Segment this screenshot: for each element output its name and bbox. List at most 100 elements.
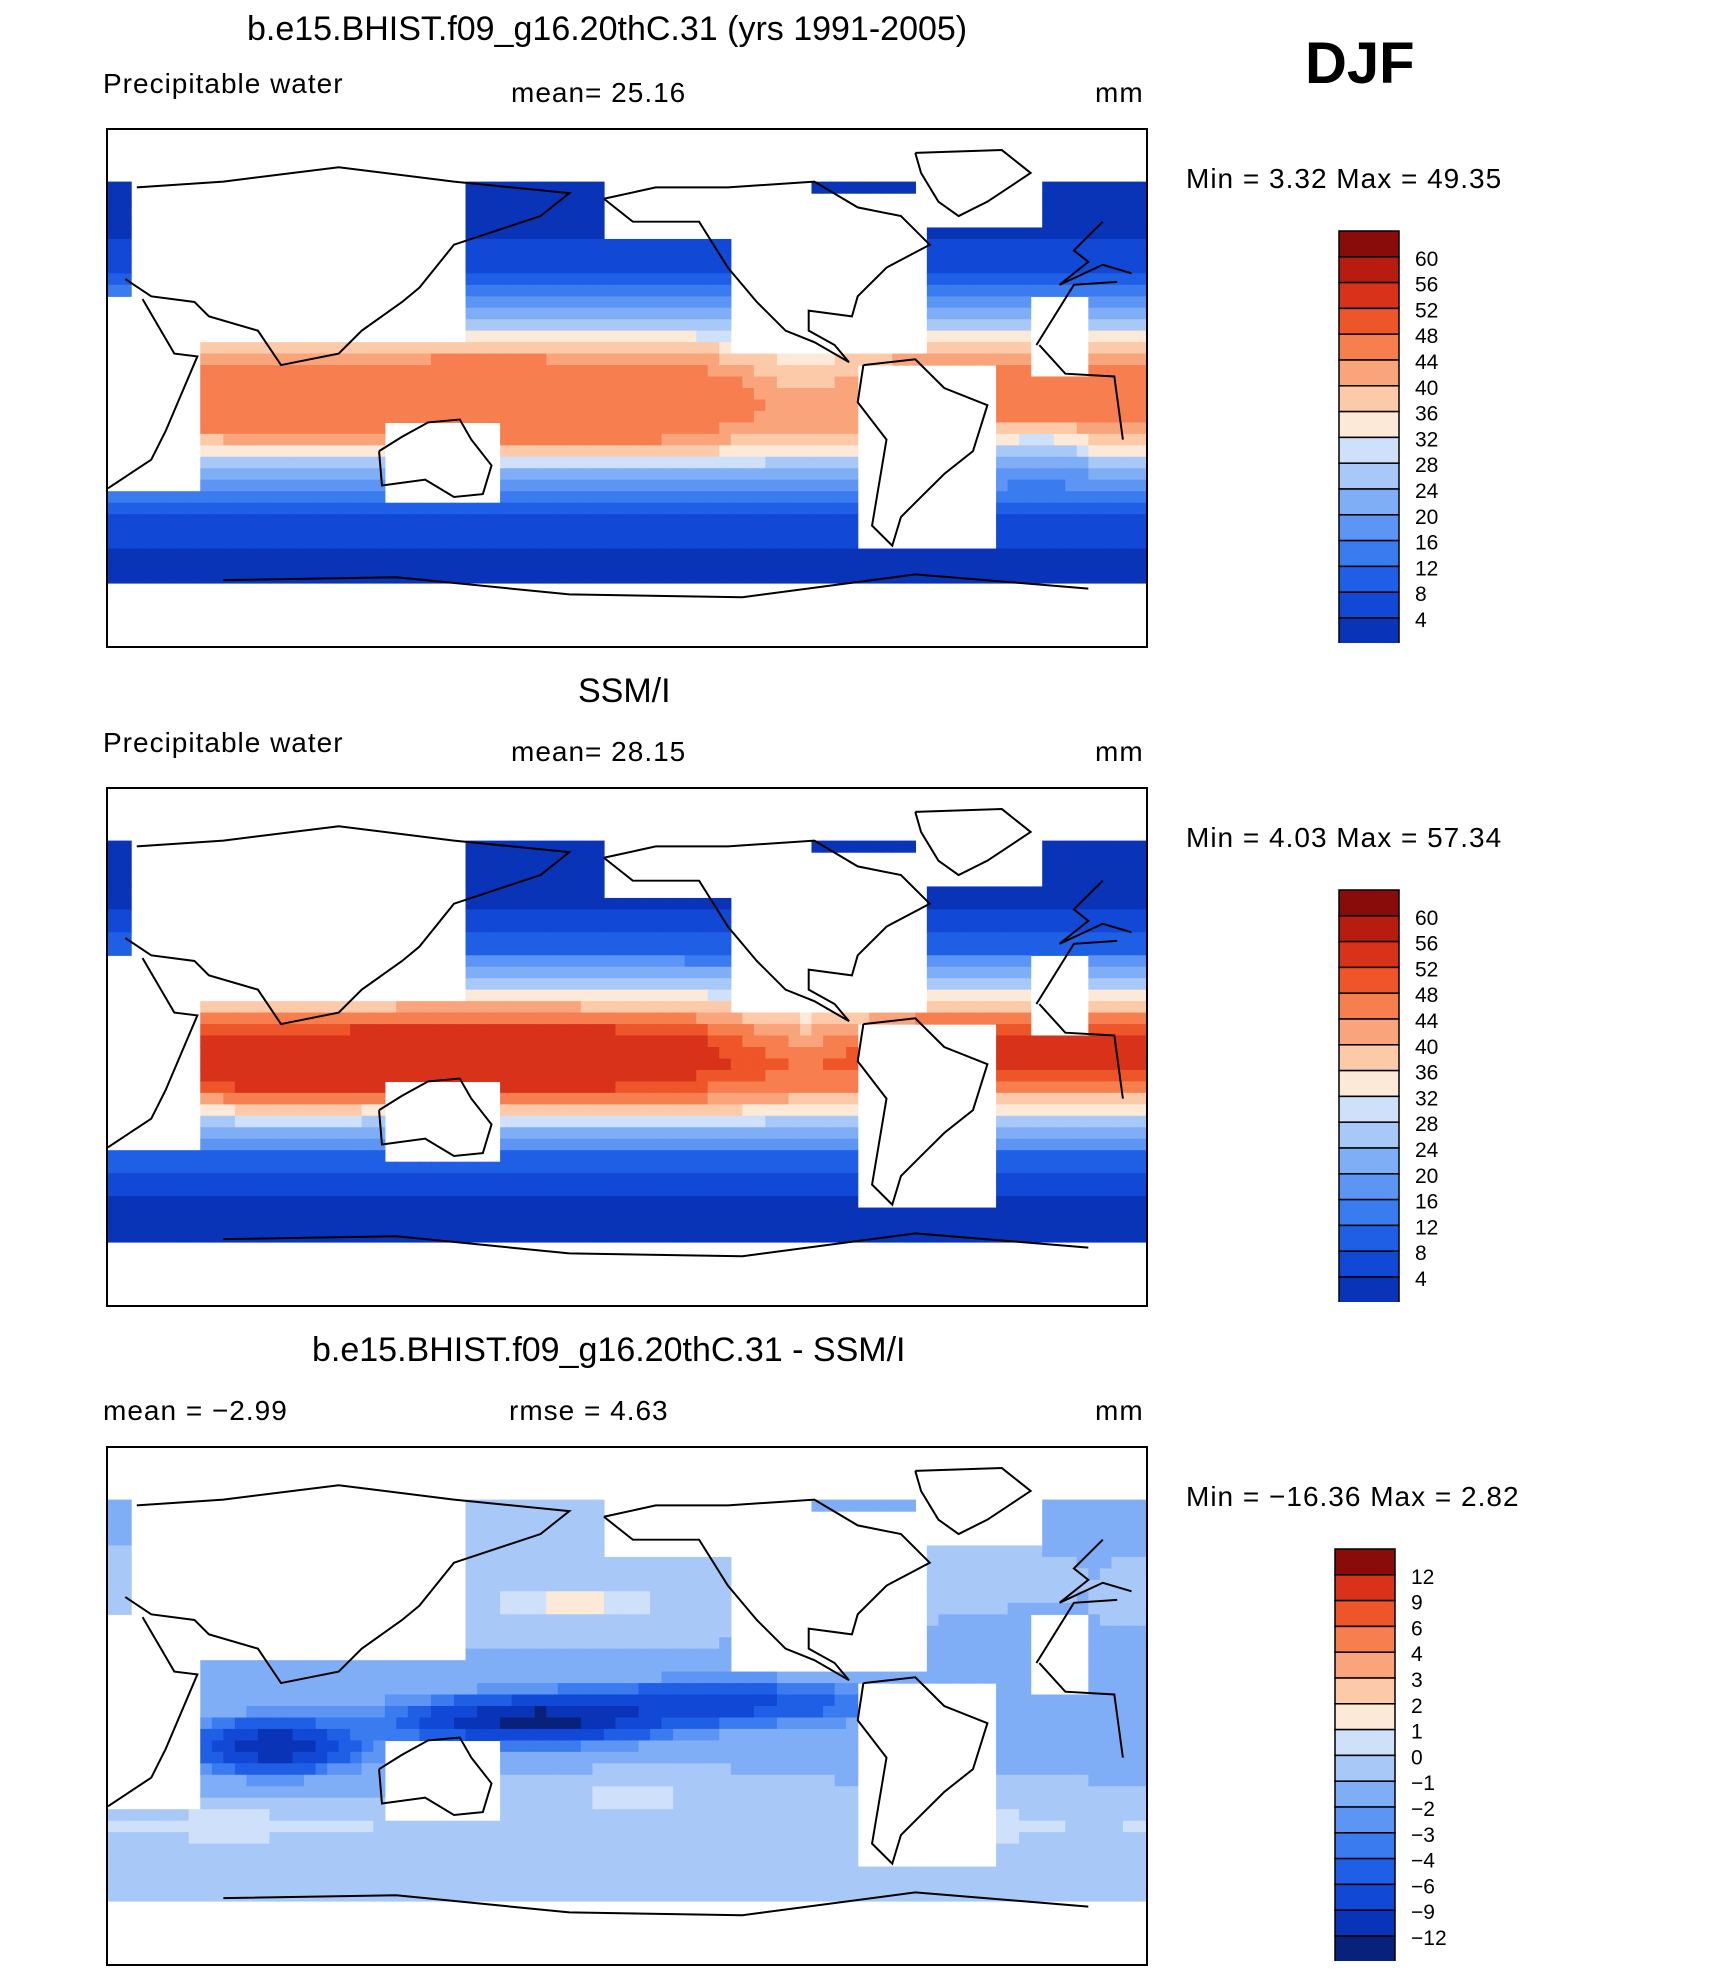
grid-cell (223, 433, 236, 446)
grid-cell (384, 410, 397, 424)
grid-cell (1065, 1706, 1078, 1719)
grid-cell (580, 468, 594, 481)
grid-cell (776, 514, 790, 527)
grid-cell (327, 456, 340, 469)
grid-cell (615, 909, 628, 922)
grid-cell (1134, 1625, 1146, 1638)
grid-cell (442, 548, 455, 561)
grid-cell (465, 1556, 478, 1570)
grid-cell (1099, 1706, 1113, 1719)
grid-cell (615, 1127, 628, 1140)
grid-cell (430, 388, 444, 401)
grid-cell (719, 897, 732, 911)
grid-cell (419, 537, 432, 550)
grid-cell (972, 1230, 986, 1243)
grid-cell (949, 1207, 963, 1220)
grid-cell (1099, 514, 1113, 527)
grid-cell (984, 342, 997, 355)
grid-cell (211, 491, 224, 504)
grid-cell (523, 1081, 536, 1094)
grid-cell (511, 204, 524, 217)
grid-cell (557, 514, 570, 527)
grid-cell (615, 1150, 628, 1163)
grid-cell (546, 1614, 559, 1627)
grid-cell (627, 491, 640, 504)
grid-cell (477, 1047, 490, 1060)
grid-cell (269, 1196, 282, 1209)
grid-cell (719, 1230, 732, 1243)
grid-cell (903, 1499, 916, 1512)
grid-cell (557, 456, 570, 469)
grid-cell (488, 502, 501, 515)
grid-cell (707, 1568, 720, 1581)
grid-cell (603, 1001, 617, 1014)
grid-cell (569, 376, 582, 389)
grid-cell (627, 1092, 640, 1105)
grid-cell (488, 978, 501, 991)
grid-cell (627, 1625, 640, 1638)
grid-cell (1099, 966, 1113, 979)
grid-cell (938, 886, 951, 899)
grid-cell (442, 1161, 455, 1174)
grid-cell (823, 1173, 836, 1186)
grid-cell (926, 548, 939, 561)
grid-cell (661, 376, 674, 389)
grid-cell (373, 1218, 386, 1232)
grid-cell (811, 571, 824, 584)
grid-cell (315, 1058, 328, 1071)
grid-cell (1065, 537, 1078, 550)
grid-cell (500, 525, 513, 538)
grid-cell (1042, 273, 1055, 286)
colorbar-tick-label: 36 (1415, 1062, 1438, 1085)
grid-cell (592, 1648, 605, 1661)
grid-cell (304, 1207, 317, 1220)
grid-cell (569, 422, 582, 435)
grid-cell (1007, 433, 1020, 446)
grid-cell (569, 388, 582, 401)
grid-cell (580, 920, 594, 933)
grid-cell (177, 514, 190, 527)
grid-cell (211, 1138, 224, 1151)
grid-cell (211, 468, 224, 481)
grid-cell (257, 456, 271, 469)
grid-cell (961, 966, 974, 979)
grid-cell (996, 479, 1009, 492)
grid-cell (269, 1683, 282, 1696)
grid-cell (730, 1081, 743, 1094)
grid-cell (638, 342, 651, 355)
grid-cell (1122, 1161, 1136, 1174)
grid-cell (465, 399, 478, 412)
grid-cell (592, 365, 605, 378)
grid-cell (1053, 181, 1066, 194)
grid-cell (776, 365, 790, 378)
grid-cell (603, 1671, 617, 1684)
grid-cell (684, 1591, 697, 1604)
grid-cell (442, 365, 455, 378)
grid-cell (592, 886, 605, 899)
grid-cell (557, 250, 570, 263)
grid-cell (257, 388, 271, 401)
grid-cell (846, 1104, 859, 1117)
grid-cell (534, 571, 547, 584)
grid-cell (742, 1717, 755, 1730)
grid-cell (500, 559, 513, 573)
grid-cell (546, 388, 559, 401)
grid-cell (1088, 445, 1101, 458)
grid-cell (350, 1184, 363, 1197)
grid-cell (430, 399, 444, 412)
grid-cell (707, 479, 720, 492)
grid-cell (1088, 943, 1101, 956)
grid-cell (407, 1218, 420, 1232)
grid-cell (673, 966, 686, 979)
grid-cell (1088, 479, 1101, 492)
grid-cell (811, 502, 824, 515)
grid-cell (857, 181, 870, 194)
grid-cell (1134, 307, 1146, 320)
grid-cell (373, 1184, 386, 1197)
grid-cell (1030, 909, 1043, 922)
grid-cell (938, 1637, 951, 1650)
grid-cell (650, 1058, 663, 1071)
grid-cell (315, 376, 328, 389)
grid-cell (361, 1660, 374, 1673)
grid-cell (1122, 989, 1136, 1002)
